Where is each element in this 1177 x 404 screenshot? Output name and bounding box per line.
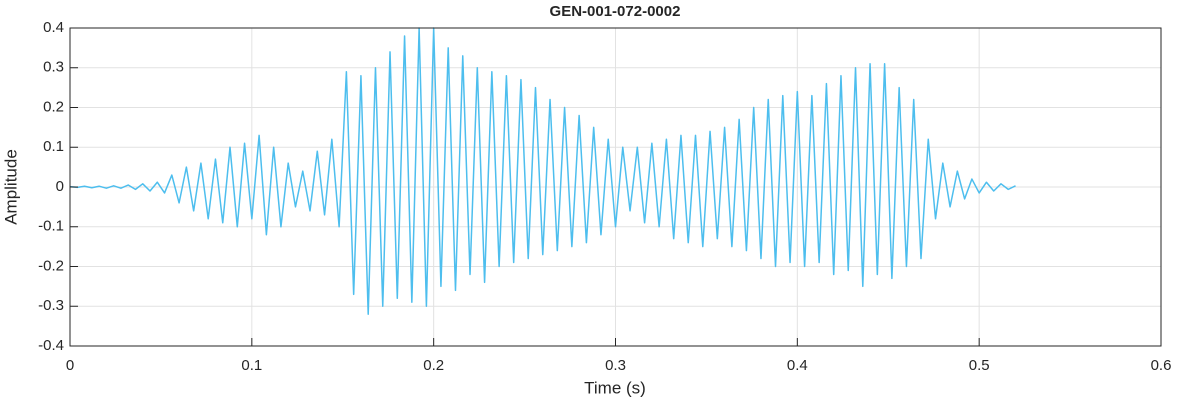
x-tick-label: 0.3	[605, 357, 626, 374]
x-tick-label: 0	[66, 357, 74, 374]
waveform-line	[69, 27, 1016, 315]
plot-data	[69, 27, 1016, 315]
y-tick-label: -0.2	[38, 257, 64, 274]
y-tick-label: 0.1	[43, 138, 64, 155]
y-tick-label: 0.4	[43, 19, 64, 36]
y-tick-label: -0.1	[38, 218, 64, 235]
y-tick-label: 0.2	[43, 98, 64, 115]
x-tick-label: 0.1	[241, 357, 262, 374]
x-axis-label: Time (s)	[584, 378, 646, 397]
x-tick-label: 0.2	[423, 357, 444, 374]
y-axis-label: Amplitude	[1, 149, 20, 225]
y-tick-label: 0.3	[43, 59, 64, 76]
x-tick-label: 0.5	[969, 357, 990, 374]
y-tick-label: -0.3	[38, 297, 64, 314]
ticks: 0 0.1 0.2 0.3 0.4 0.5 0.6 -0.4 -0.3 -0.2 -0.1 0 0.1 0…	[38, 19, 1171, 374]
y-tick-label: 0	[56, 178, 64, 195]
x-tick-label: 0.6	[1151, 357, 1172, 374]
y-tick-label: -0.4	[38, 337, 64, 354]
chart-title: GEN-001-072-0002	[550, 3, 681, 20]
x-tick-label: 0.4	[787, 357, 808, 374]
